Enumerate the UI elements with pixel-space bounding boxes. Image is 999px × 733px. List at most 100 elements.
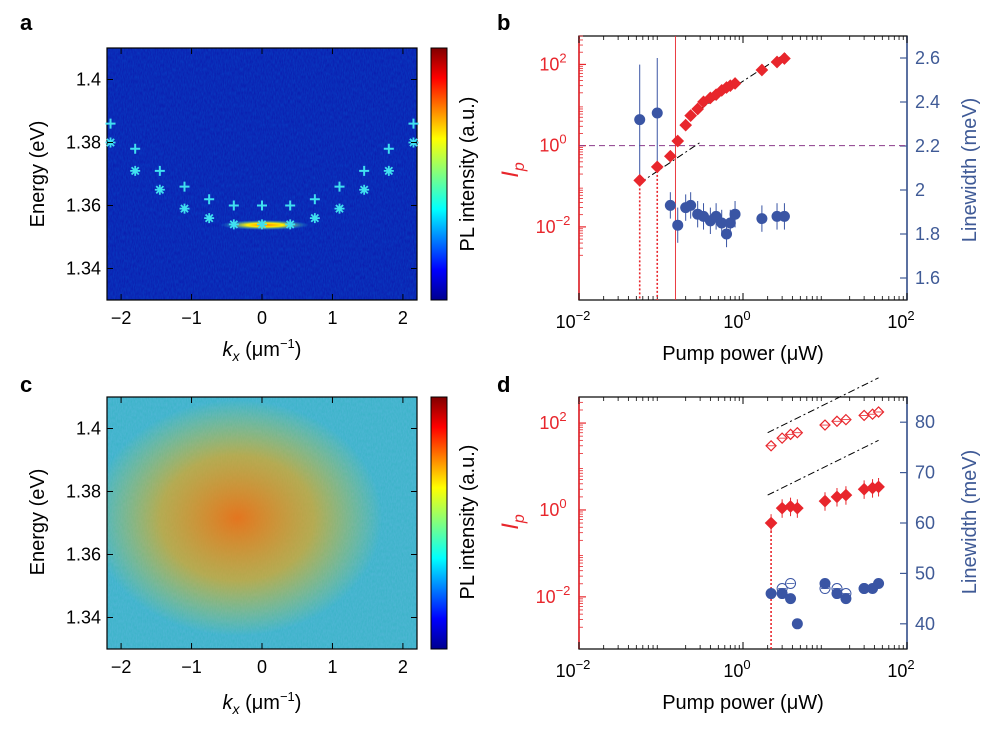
b-rtick-label: 1.8 (915, 224, 940, 244)
panel-b: 10−2 100 102 102 100 10−2 1.6 1.8 2 2.2 2.4 2.6 Pum… (497, 35, 981, 365)
axis-label-b-x: Pump power (μW) (662, 343, 824, 365)
d-intensity-point (790, 501, 804, 515)
c-ytick-label: 1.36 (66, 545, 101, 565)
b-rtick-label: 2.2 (915, 136, 940, 156)
d-intensity-point (764, 516, 778, 530)
c-x-close: ) (295, 692, 302, 714)
d-intensity-point (872, 480, 885, 494)
b-xtick-label: 10−2 (556, 308, 591, 332)
panel-c: −2 −1 0 1 2 1.34 1.36 1.38 1.4 Energy (eV) kx (μ… (27, 396, 479, 717)
a-ytick-label: 1.4 (76, 70, 101, 90)
c-xtick-label: 0 (257, 657, 267, 677)
star-marker (359, 184, 370, 195)
d-intensity-point (839, 488, 853, 502)
b-intensity-point (778, 52, 791, 65)
d-ltick-label: 102 (539, 409, 566, 433)
a-ytick-label: 1.34 (66, 259, 101, 279)
axis-label-d-left: Ip (497, 514, 528, 530)
plus-marker (105, 118, 116, 129)
c-x-unit: (μm (240, 692, 280, 714)
d-intensity-point (830, 490, 844, 504)
panel-a: −2 −1 0 1 2 1.34 1.36 1.38 1.4 Energy (eV) kx (μ… (27, 47, 479, 364)
panel-d-content: 10−2 100 102 102 100 10−2 40 50 60 70 80 (536, 377, 935, 681)
d-rtick-label: 80 (915, 412, 935, 432)
a-ytick-label: 1.38 (66, 133, 101, 153)
b-ltick-label: 10−2 (536, 213, 571, 237)
star-marker (309, 213, 320, 224)
star-marker (179, 203, 190, 214)
plus-marker (228, 200, 239, 211)
plus-marker (204, 194, 215, 205)
plus-marker (130, 143, 141, 154)
b-rtick-label: 1.6 (915, 268, 940, 288)
b-linewidth-point (651, 107, 663, 119)
d-fit-line-filled (767, 439, 879, 496)
b-fit-line-low (639, 142, 701, 184)
d-fit-line-open (767, 377, 879, 434)
star-marker (334, 203, 345, 214)
a-x-unit: (μm (240, 339, 280, 361)
panel-letter-c: c (20, 372, 32, 397)
b-linewidth-point (721, 228, 733, 240)
b-linewidth-point (724, 217, 736, 229)
d-ltick-label: 10−2 (536, 583, 571, 607)
panel-b-content: 10−2 100 102 102 100 10−2 1.6 1.8 2 2.2 2.4 2.6 (536, 35, 940, 332)
a-xtick-label: 0 (257, 308, 267, 328)
axis-label-d-x: Pump power (μW) (662, 692, 824, 714)
b-left-sub: p (511, 162, 528, 172)
b-rtick-label: 2 (915, 180, 925, 200)
d-left-main: I (497, 523, 524, 530)
c-x-main: k (223, 692, 234, 714)
b-linewidth-point (672, 219, 684, 231)
plus-marker (383, 143, 394, 154)
d-xtick-label: 10−2 (556, 657, 591, 681)
c-xtick-label: −1 (181, 657, 202, 677)
star-marker (204, 213, 215, 224)
d-linewidth-point (873, 577, 885, 589)
c-x-exp: −1 (280, 689, 295, 704)
b-ltick-label: 100 (539, 132, 566, 156)
b-intensity-point (728, 77, 742, 90)
d-linewidth-point (819, 577, 831, 589)
plus-marker (334, 181, 345, 192)
b-intensity-point (755, 63, 769, 77)
a-ytick-label: 1.36 (66, 196, 101, 216)
d-rtick-label: 60 (915, 513, 935, 533)
axis-label-a-x: kx (μm−1) (223, 336, 302, 364)
panel-c-ticks: −2 −1 0 1 2 1.34 1.36 1.38 1.4 (66, 397, 417, 677)
plus-marker (154, 165, 165, 176)
star-marker (130, 165, 141, 176)
b-intensity-point (633, 173, 647, 187)
b-left-main: I (497, 171, 524, 178)
axis-label-b-left: Ip (497, 162, 528, 178)
axis-label-a-y: Energy (eV) (27, 121, 49, 228)
colorbar-a (430, 47, 448, 301)
b-linewidth-point (685, 199, 697, 211)
b-linewidth-point (778, 210, 790, 222)
plus-marker (285, 200, 296, 211)
plus-marker (179, 181, 190, 192)
b-xtick-label: 102 (887, 308, 914, 332)
b-linewidth-point (716, 217, 728, 229)
b-xtick-label: 100 (723, 308, 750, 332)
axis-label-c-x: kx (μm−1) (223, 689, 302, 717)
panel-letter-d: d (497, 372, 510, 397)
star-marker (154, 184, 165, 195)
plus-marker (408, 118, 419, 129)
b-intensity-point (684, 109, 698, 122)
a-x-exp: −1 (280, 336, 295, 351)
panel-letter-a: a (20, 10, 33, 35)
b-intensity-point (671, 134, 685, 148)
d-linewidth-point (776, 588, 788, 600)
d-left-sub: p (511, 514, 528, 524)
d-linewidth-point (831, 588, 843, 600)
heatmap-c-emission (107, 397, 417, 649)
a-x-sub: x (232, 348, 241, 364)
a-xtick-label: −1 (181, 308, 202, 328)
axis-label-d-right: Linewidth (meV) (959, 450, 981, 595)
axis-label-c-y: Energy (eV) (27, 469, 49, 576)
b-linewidth-point (756, 213, 768, 225)
b-intensity-point (650, 160, 664, 174)
plus-marker (359, 165, 370, 176)
